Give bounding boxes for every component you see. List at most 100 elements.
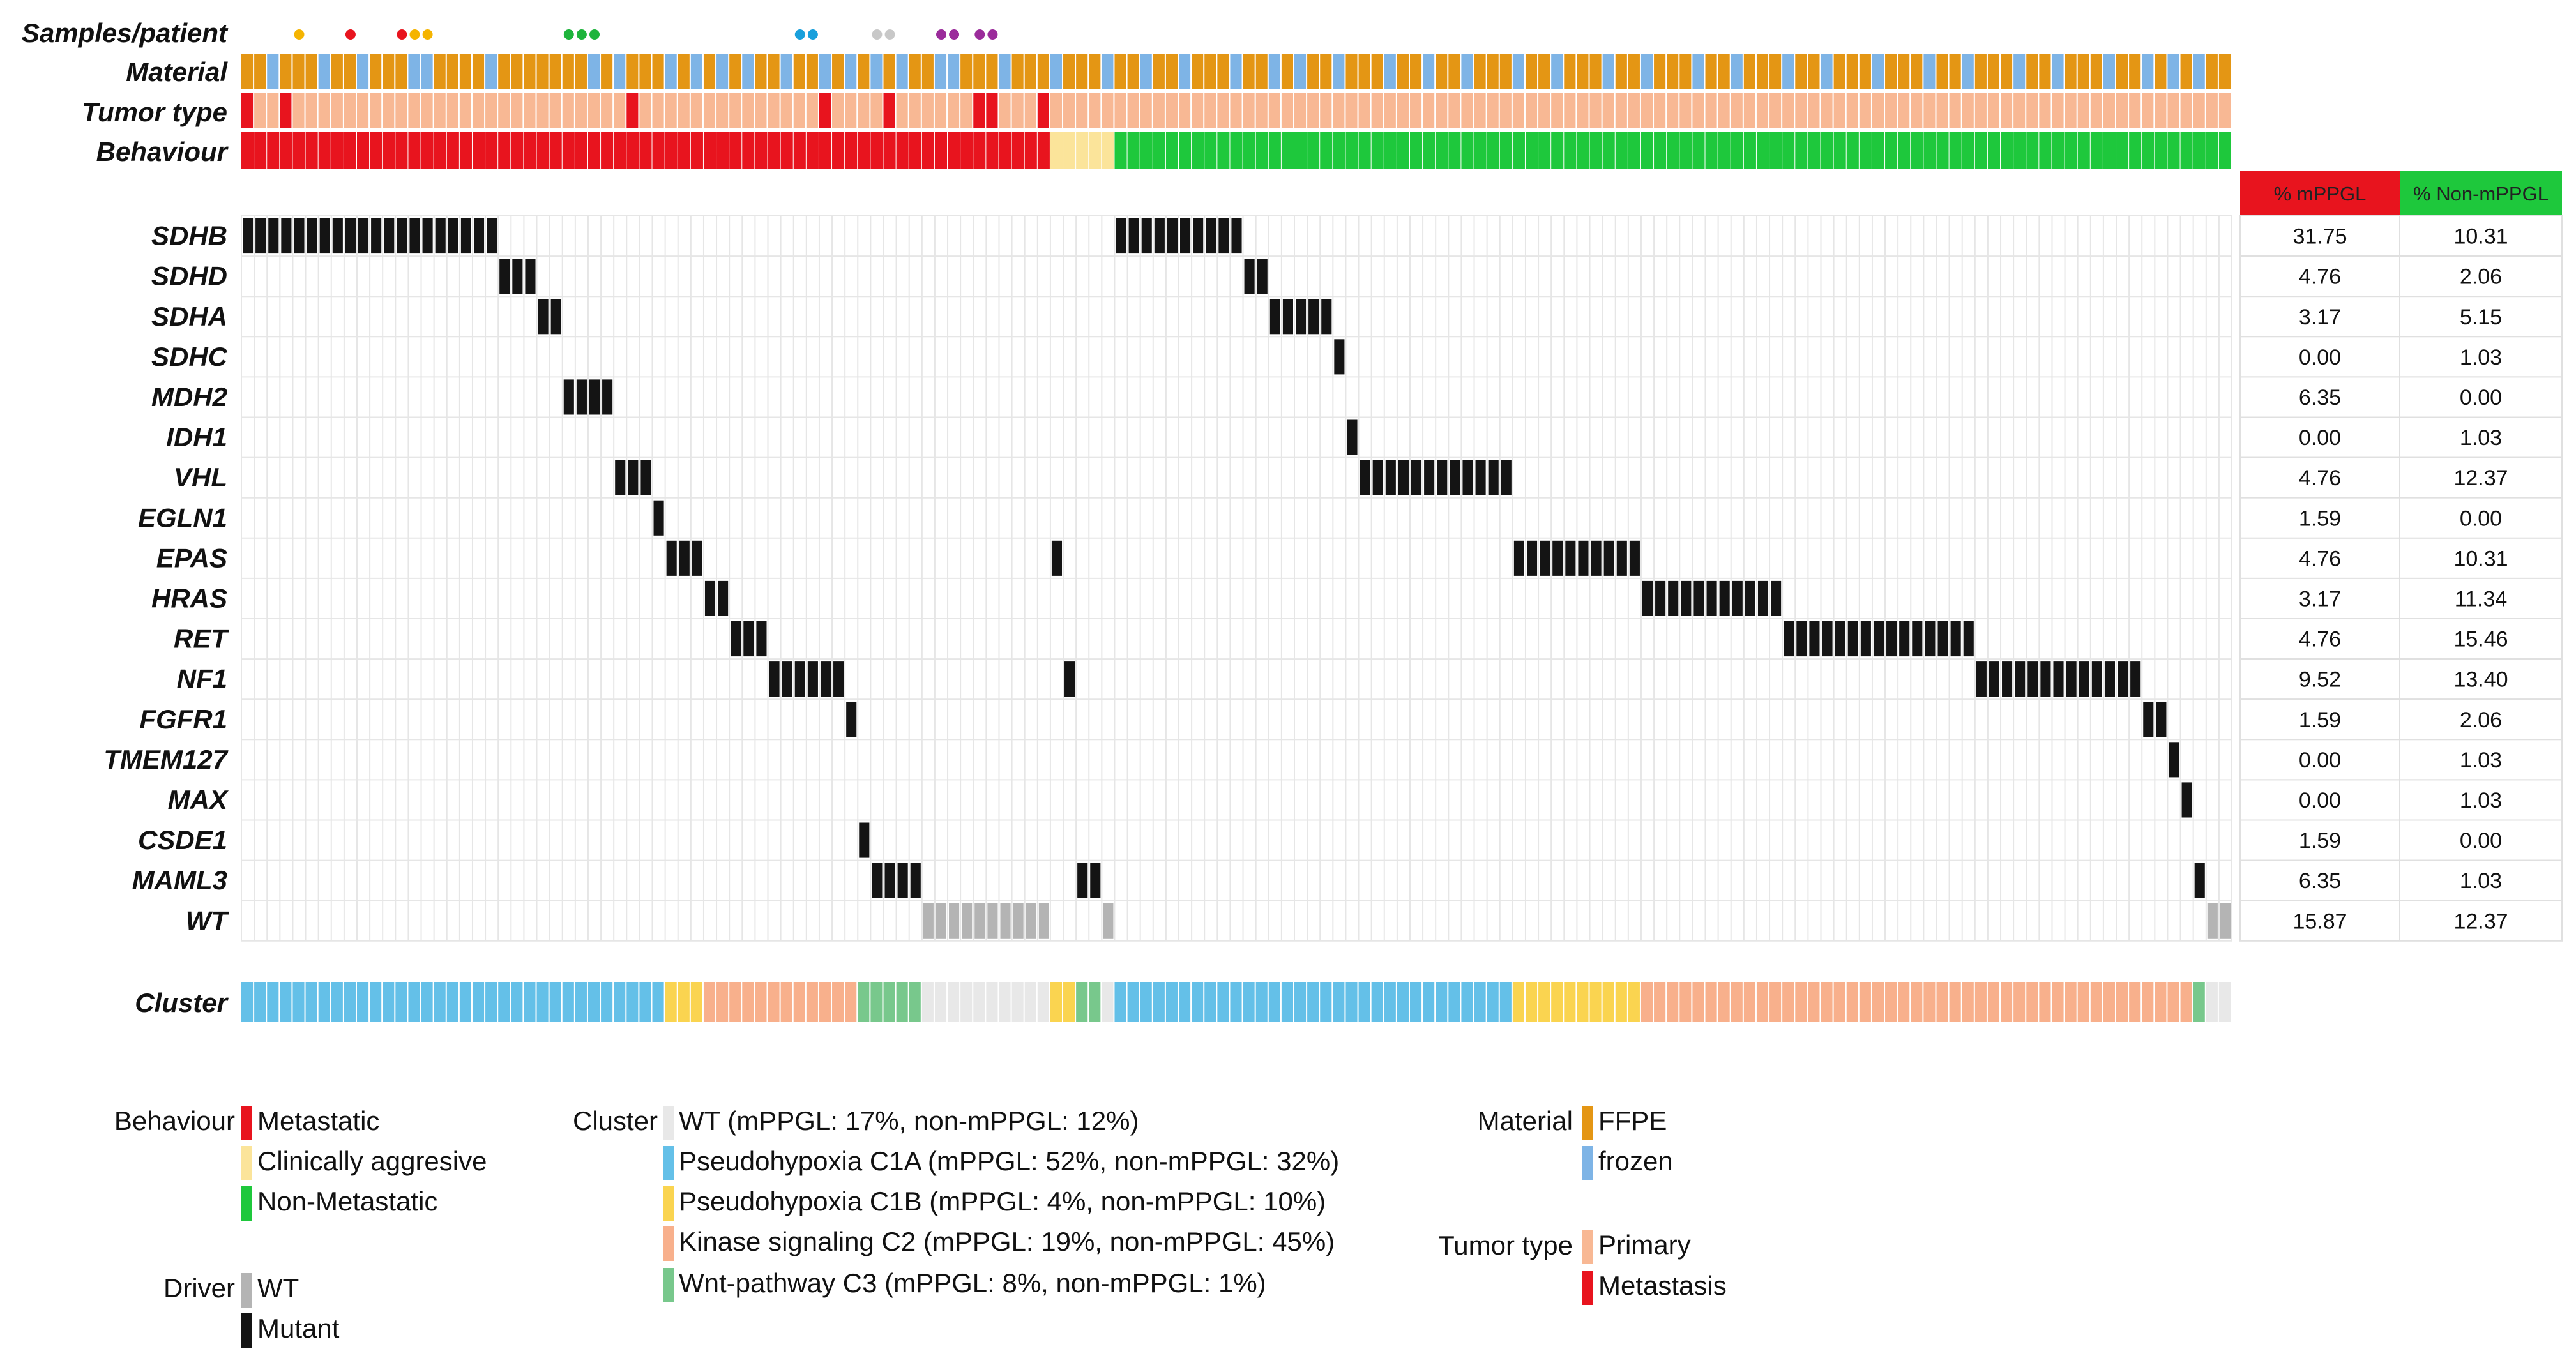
material-cell (383, 54, 395, 89)
material-cell (2155, 54, 2167, 89)
material-cell (1962, 54, 1974, 89)
material-cell (819, 54, 831, 89)
annotation-labels: Samples/patient Material Tumor type Beha… (22, 18, 229, 167)
wt-mark (987, 903, 998, 939)
behaviour-cell (806, 132, 819, 169)
behaviour-cell (896, 132, 909, 169)
behaviour-cell (2193, 132, 2206, 169)
mutation-mark (563, 379, 574, 415)
material-cell (652, 54, 664, 89)
legend-swatch (241, 1146, 252, 1180)
behaviour-cell (1872, 132, 1885, 169)
legend-swatch (241, 1313, 252, 1348)
behaviour-cell (1153, 132, 1165, 169)
behaviour-cell (2077, 132, 2090, 169)
material-cell (2116, 54, 2128, 89)
cluster-cell (254, 982, 266, 1022)
cluster-cell (472, 982, 485, 1022)
table-row (2239, 215, 2563, 257)
table-row (2239, 376, 2563, 418)
material-cell (729, 54, 741, 89)
cluster-cell (1063, 982, 1075, 1022)
cluster-cell (511, 982, 523, 1022)
tumor-type-cell (1474, 93, 1486, 128)
cluster-cell (370, 982, 382, 1022)
behaviour-cell (768, 132, 780, 169)
mutation-mark (1513, 540, 1524, 576)
cluster-cell (1705, 982, 1717, 1022)
material-cell (1782, 54, 1794, 89)
table-cell-mppgl: 6.35 (2299, 386, 2341, 410)
samples-per-patient-label: Samples/patient (22, 18, 229, 48)
cluster-cell (1333, 982, 1345, 1022)
mutation-mark (243, 218, 254, 254)
behaviour-cell (948, 132, 960, 169)
material-cell (1423, 54, 1435, 89)
table-cell-non-mppgl: 2.06 (2460, 708, 2502, 732)
behaviour-cell (1102, 132, 1114, 169)
cluster-cell (2193, 982, 2205, 1022)
tumor-type-cell (1307, 93, 1319, 128)
behaviour-cell (1936, 132, 1949, 169)
tumor-type-cell (1333, 93, 1345, 128)
tumor-type-cell (1859, 93, 1871, 128)
cluster-cell (1474, 982, 1486, 1022)
tumor-type-cell (2103, 93, 2116, 128)
mutation-mark (1501, 460, 1512, 495)
material-cell (331, 54, 343, 89)
mutation-mark (1603, 540, 1614, 576)
material-cell (601, 54, 613, 89)
material-cell (1731, 54, 1743, 89)
table-cell-non-mppgl: 10.31 (2453, 225, 2508, 249)
legend-label-behaviour: Clinically aggresive (257, 1146, 487, 1176)
material-cell (1243, 54, 1255, 89)
behaviour-cell (1705, 132, 1718, 169)
material-cell (434, 54, 446, 89)
cluster-cell (1898, 982, 1910, 1022)
cluster-cell (1679, 982, 1692, 1022)
material-cell (2090, 54, 2102, 89)
gene-label: VHL (174, 462, 227, 492)
behaviour-cell (280, 132, 292, 169)
patient-dot (936, 29, 946, 40)
table-cell-non-mppgl: 5.15 (2460, 305, 2502, 329)
cluster-cell (485, 982, 497, 1022)
tumor-type-cell (601, 93, 613, 128)
behaviour-cell (934, 132, 948, 169)
behaviour-cell (395, 132, 408, 169)
material-cell (1833, 54, 1845, 89)
cluster-cell (1808, 982, 1820, 1022)
material-cell (1448, 54, 1460, 89)
behaviour-cell (1577, 132, 1589, 169)
mutation-mark (1360, 460, 1370, 495)
cluster-cell (1885, 982, 1897, 1022)
material-cell (755, 54, 767, 89)
cluster-cell (1654, 982, 1666, 1022)
material-cell (1795, 54, 1807, 89)
cluster-cell (626, 982, 639, 1022)
table-cell-mppgl: 0.00 (2299, 345, 2341, 370)
tumor-type-cell (587, 93, 600, 128)
material-cell (1679, 54, 1692, 89)
mutation-mark (2053, 661, 2064, 697)
tumor-type-cell (1423, 93, 1435, 128)
cluster-cell (459, 982, 471, 1022)
mutation-mark (487, 218, 497, 254)
behaviour-cell (729, 132, 742, 169)
gene-label: SDHD (151, 261, 227, 291)
behaviour-cell (1679, 132, 1692, 169)
cluster-cell (845, 982, 857, 1022)
legend-label-cluster: Pseudohypoxia C1A (mPPGL: 52%, non-mPPGL… (679, 1146, 1339, 1176)
cluster-cell (2052, 982, 2064, 1022)
material-cell (1384, 54, 1396, 89)
tumor-type-cell (434, 93, 446, 128)
mutation-mark (2104, 661, 2116, 697)
table-cell-mppgl: 3.17 (2299, 305, 2341, 329)
cluster-cell (395, 982, 407, 1022)
tumor-type-cell (626, 93, 639, 128)
behaviour-cell (845, 132, 858, 169)
material-cell (870, 54, 883, 89)
mutation-mark (1732, 580, 1743, 616)
tumor-type-cell (1499, 93, 1512, 128)
material-cell (1589, 54, 1602, 89)
